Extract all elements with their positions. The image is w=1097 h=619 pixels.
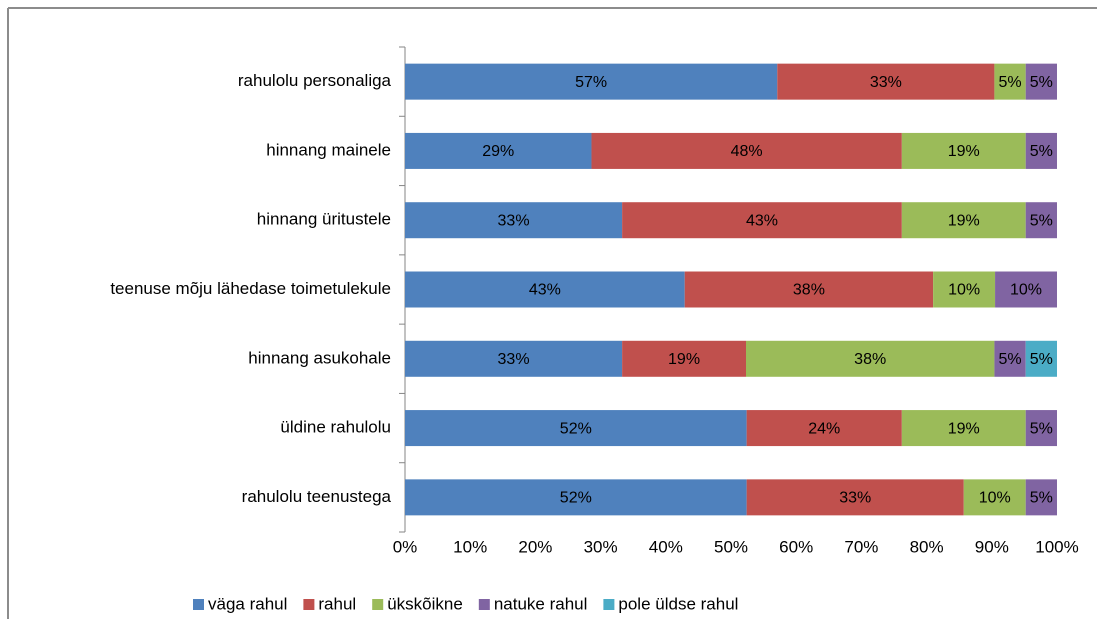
legend-swatch — [603, 599, 615, 610]
data-label: 29% — [482, 143, 514, 160]
category-label: rahulolu teenustega — [242, 487, 392, 506]
legend-label: väga rahul — [208, 594, 287, 613]
bar-segment — [405, 202, 623, 239]
category-label: üldine rahulolu — [280, 418, 391, 437]
legend-swatch — [303, 599, 315, 610]
bar-segment — [405, 479, 747, 516]
bar-segment — [963, 479, 1026, 516]
bar-segment — [405, 340, 623, 377]
bar-segment — [1025, 202, 1057, 239]
x-tick-label: 10% — [453, 537, 487, 556]
data-label: 5% — [1030, 143, 1053, 160]
bar-segment — [777, 63, 995, 100]
bar-segment — [405, 63, 778, 100]
data-label: 5% — [998, 351, 1021, 368]
bar-segment — [1025, 63, 1057, 100]
x-tick-label: 50% — [714, 537, 748, 556]
legend-label: rahul — [318, 594, 356, 613]
data-label: 10% — [979, 490, 1011, 507]
bar-segment — [746, 410, 902, 447]
data-label: 33% — [870, 74, 902, 91]
category-label: hinnang üritustele — [257, 210, 391, 229]
data-label: 43% — [529, 282, 561, 299]
data-label: 43% — [746, 212, 778, 229]
bar-segment — [901, 410, 1026, 447]
bar-segment — [994, 63, 1026, 100]
bar-segment — [933, 271, 996, 308]
data-label: 33% — [498, 212, 530, 229]
bar-segment — [1025, 340, 1057, 377]
data-label: 5% — [1030, 74, 1053, 91]
bar-segment — [622, 340, 746, 377]
data-label: 33% — [498, 351, 530, 368]
data-label: 48% — [731, 143, 763, 160]
bar-segment — [1025, 132, 1057, 169]
x-tick-label: 30% — [584, 537, 618, 556]
data-label: 10% — [1010, 282, 1042, 299]
bar-segment — [745, 340, 995, 377]
legend-label: pole üldse rahul — [618, 594, 738, 613]
bar-segment — [591, 132, 902, 169]
x-tick-label: 90% — [975, 537, 1009, 556]
bar-segment — [405, 410, 747, 447]
data-label: 5% — [1030, 490, 1053, 507]
data-label: 5% — [1030, 351, 1053, 368]
legend-swatch — [372, 599, 384, 610]
x-tick-label: 40% — [649, 537, 683, 556]
x-tick-label: 0% — [393, 537, 418, 556]
data-label: 38% — [793, 282, 825, 299]
data-label: 52% — [560, 490, 592, 507]
legend-swatch — [478, 599, 490, 610]
data-label: 19% — [948, 143, 980, 160]
x-tick-label: 100% — [1035, 537, 1078, 556]
bar-segment — [684, 271, 934, 308]
legend-swatch — [193, 599, 204, 610]
data-label: 5% — [1030, 420, 1053, 437]
bar-segment — [405, 132, 592, 169]
data-label: 19% — [668, 351, 700, 368]
data-label: 5% — [1030, 212, 1053, 229]
data-label: 38% — [854, 351, 886, 368]
data-label: 19% — [948, 420, 980, 437]
x-tick-label: 80% — [910, 537, 944, 556]
bar-segment — [994, 340, 1026, 377]
bar-segment — [622, 202, 902, 239]
bar-segment — [901, 132, 1026, 169]
category-label: hinnang mainele — [266, 140, 391, 159]
bar-segment — [1025, 479, 1057, 516]
data-label: 19% — [948, 212, 980, 229]
data-label: 10% — [948, 282, 980, 299]
x-tick-label: 70% — [844, 537, 878, 556]
x-tick-label: 60% — [779, 537, 813, 556]
data-label: 24% — [808, 420, 840, 437]
legend-label: natuke rahul — [494, 594, 588, 613]
data-label: 5% — [998, 74, 1021, 91]
category-label: rahulolu personaliga — [238, 71, 392, 90]
bar-segment — [995, 271, 1057, 308]
x-tick-label: 20% — [518, 537, 552, 556]
data-label: 33% — [839, 490, 871, 507]
legend-label: ükskõikne — [387, 594, 463, 613]
bar-segment — [1025, 410, 1057, 447]
data-label: 52% — [560, 420, 592, 437]
category-label: hinnang asukohale — [248, 348, 391, 367]
bar-segment — [901, 202, 1026, 239]
category-label: teenuse mõju lähedase toimetulekule — [110, 279, 391, 298]
bar-segment — [746, 479, 964, 516]
data-label: 57% — [575, 74, 607, 91]
bar-segment — [405, 271, 685, 308]
